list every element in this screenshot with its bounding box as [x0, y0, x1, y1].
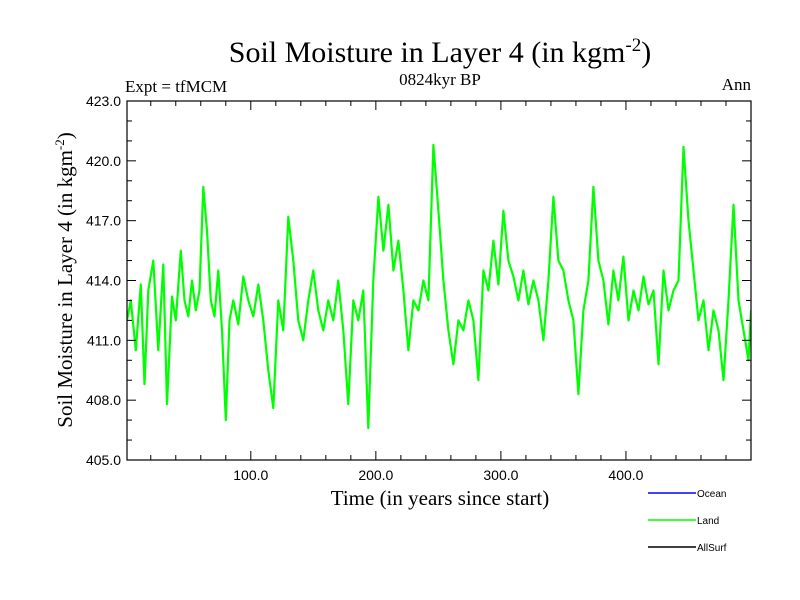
y-tick-label: 405.0: [86, 452, 121, 468]
legend-label: AllSurf: [697, 543, 727, 554]
chart-title-close: ): [641, 36, 651, 69]
legend-label: Land: [697, 516, 719, 527]
x-tick-label: 200.0: [358, 467, 393, 483]
y-tick-label: 420.0: [86, 153, 121, 169]
season-label: Ann: [722, 75, 752, 94]
y-tick-label: 423.0: [86, 93, 121, 109]
y-axis-label-close: ): [53, 132, 77, 139]
y-axis-label-sup: -2: [52, 139, 67, 150]
y-axis-label: Soil Moisture in Layer 4 (in kgm-2): [52, 132, 77, 427]
x-tick-label: 100.0: [233, 467, 268, 483]
y-tick-label: 414.0: [86, 273, 121, 289]
y-tick-label: 417.0: [86, 213, 121, 229]
x-tick-label: 400.0: [608, 467, 643, 483]
legend-item-land: Land: [648, 516, 719, 527]
plot-frame: [126, 100, 752, 461]
legend-item-ocean: Ocean: [648, 489, 726, 500]
x-tick-label: 300.0: [483, 467, 518, 483]
experiment-label: Expt = tfMCM: [125, 77, 227, 96]
chart-title: Soil Moisture in Layer 4 (in kgm-2): [229, 35, 651, 69]
chart-subtitle: 0824kyr BP: [399, 70, 481, 89]
y-tick-label: 411.0: [87, 332, 121, 348]
legend-label: Ocean: [697, 489, 726, 500]
y-axis-label-main: Soil Moisture in Layer 4 (in kgm: [53, 150, 77, 428]
series-line-land: [127, 143, 751, 430]
legend-item-allsurf: AllSurf: [648, 543, 727, 554]
chart-title-main: Soil Moisture in Layer 4 (in kgm: [229, 36, 626, 69]
y-tick-label: 408.0: [86, 392, 121, 408]
chart-title-sup: -2: [625, 35, 641, 56]
x-axis-label: Time (in years since start): [331, 486, 550, 510]
